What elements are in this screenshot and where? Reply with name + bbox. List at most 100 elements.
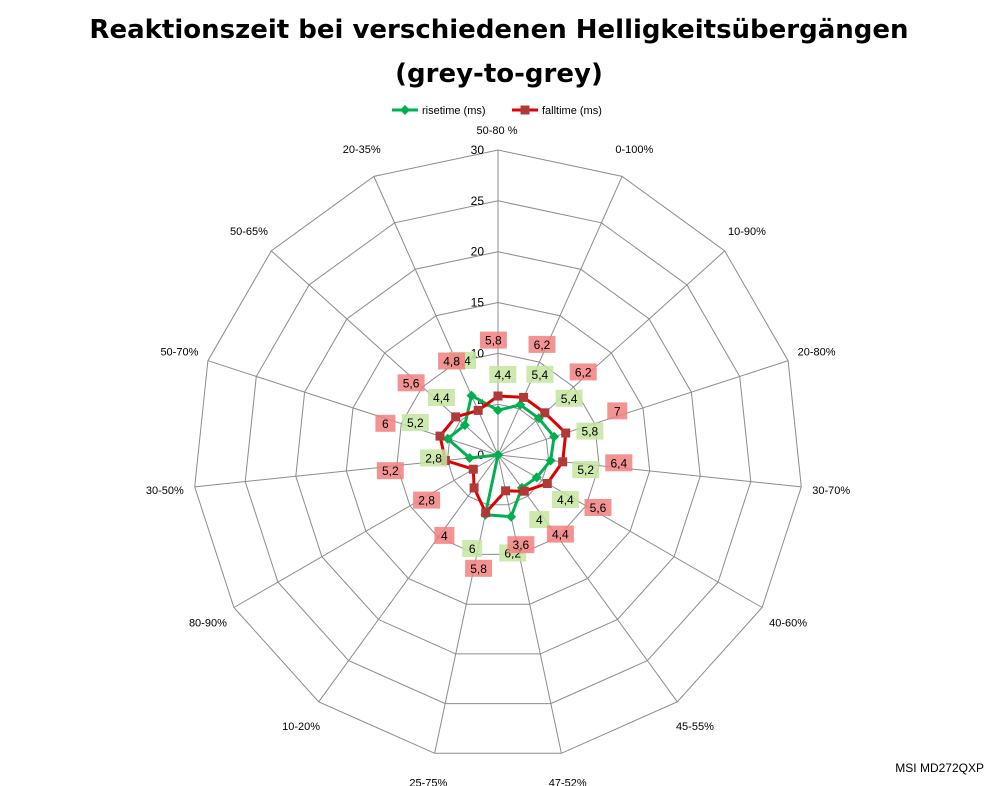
data-label-bg <box>528 335 556 353</box>
grid-spoke <box>497 250 726 456</box>
category-label: 50-80 % <box>477 125 518 137</box>
data-label-bg <box>555 389 583 407</box>
data-point <box>558 457 568 467</box>
data-label-bg <box>607 402 628 420</box>
category-label: 45-55% <box>676 721 714 733</box>
data-label-bg <box>427 389 455 406</box>
grid-spoke <box>194 454 499 488</box>
data-label-bg <box>376 462 404 480</box>
data-point <box>464 453 475 463</box>
data-point <box>542 479 552 488</box>
grid-spoke <box>233 454 499 608</box>
data-point <box>501 486 511 496</box>
grid-spoke <box>318 454 499 703</box>
grid-spoke <box>497 454 562 754</box>
data-label-bg <box>546 525 574 543</box>
data-label-bg <box>526 365 554 383</box>
data-label: 5,4 <box>532 368 549 382</box>
radial-tick-label: 15 <box>471 296 485 310</box>
category-labels: 50-80 % 0-100% 10-90% 20-80% 30-70% 40-60% 45-… <box>146 125 851 786</box>
category-label: 80-90% <box>189 618 227 630</box>
data-point <box>451 412 461 422</box>
grid-spoke <box>497 360 789 456</box>
data-label-bg <box>551 491 579 508</box>
data-label: 5,2 <box>382 464 399 478</box>
category-label: 50-65% <box>230 226 268 238</box>
data-label-bg <box>465 559 493 577</box>
data-point <box>481 508 491 518</box>
data-label: 4 <box>536 513 543 527</box>
data-label-bg <box>397 374 425 392</box>
grid-spoke <box>497 176 623 456</box>
data-point <box>493 405 503 416</box>
data-point <box>549 431 560 442</box>
data-label: 2,8 <box>418 494 435 508</box>
radial-tick-label: 20 <box>471 245 485 259</box>
legend: risetime (ms) falltime (ms) <box>392 105 602 117</box>
category-label: 50-70% <box>160 347 198 359</box>
chart-title: Reaktionszeit bei verschiedenen Helligke… <box>0 8 998 96</box>
data-label: 4,4 <box>552 528 569 542</box>
data-label: 5,8 <box>485 334 502 348</box>
data-label-bg <box>375 414 396 432</box>
category-label: 0-100% <box>615 144 653 156</box>
data-label: 6,2 <box>575 365 592 379</box>
data-label: 5,8 <box>470 562 487 576</box>
data-label: 4,4 <box>494 368 511 382</box>
category-label: 47-52% <box>549 778 587 786</box>
data-label-bg <box>434 526 455 544</box>
radar-grid <box>194 149 802 754</box>
series-line <box>438 394 568 515</box>
data-point <box>531 472 542 483</box>
legend-marker <box>520 105 530 115</box>
grid-ring <box>446 403 550 506</box>
data-point <box>473 405 483 415</box>
radial-tick-label: 0 <box>477 448 484 462</box>
data-point <box>519 392 529 402</box>
category-label: 20-80% <box>798 347 836 359</box>
data-label-bg <box>584 499 612 516</box>
data-label-bg <box>576 422 604 440</box>
data-label-bg <box>605 454 633 472</box>
data-label: 5,4 <box>561 392 578 406</box>
data-label: 3,6 <box>513 538 530 552</box>
grid-ring <box>345 301 651 605</box>
grid-spoke <box>497 454 678 703</box>
chart-title-line1: Reaktionszeit bei verschiedenen Helligke… <box>89 15 909 45</box>
grid-ring <box>244 200 752 705</box>
series-risetime <box>442 390 560 522</box>
data-label: 6,4 <box>610 456 627 470</box>
data-label: 4 <box>441 529 448 543</box>
data-label-bg <box>479 331 507 349</box>
data-label-bg <box>572 461 600 479</box>
data-label: 7 <box>614 404 621 418</box>
data-label-bg <box>420 449 448 467</box>
data-label-bg <box>569 363 597 381</box>
data-label-bg <box>462 540 483 557</box>
category-label: 25-75% <box>409 778 447 786</box>
data-label: 2,8 <box>425 451 442 465</box>
data-label: 6,2 <box>534 338 551 352</box>
radial-tick-label: 30 <box>471 143 485 157</box>
category-label: 10-20% <box>282 721 320 733</box>
data-label: 5,8 <box>582 425 599 439</box>
grid-spoke <box>207 360 499 456</box>
data-label: 6 <box>382 417 389 431</box>
data-labels: 4,4 5,4 5,4 5,8 5,2 4,4 4 6,2 6 2,8 5,2 4,4 6,4 5,8 6,… <box>375 331 633 577</box>
legend-label: falltime (ms) <box>542 105 602 117</box>
chart-title-line2: (grey-to-grey) <box>395 59 603 89</box>
category-label: 20-35% <box>343 144 381 156</box>
data-label: 4,4 <box>433 391 450 405</box>
legend-label: risetime (ms) <box>422 105 486 117</box>
grid-ring <box>194 149 802 754</box>
category-label: 10-90% <box>728 226 766 238</box>
data-label: 5,2 <box>577 463 594 477</box>
data-label: 5,6 <box>590 501 607 515</box>
data-point <box>459 420 470 431</box>
data-point <box>468 464 478 474</box>
category-label: 30-50% <box>146 485 184 497</box>
data-label: 4,4 <box>557 493 574 507</box>
data-point <box>561 428 571 438</box>
